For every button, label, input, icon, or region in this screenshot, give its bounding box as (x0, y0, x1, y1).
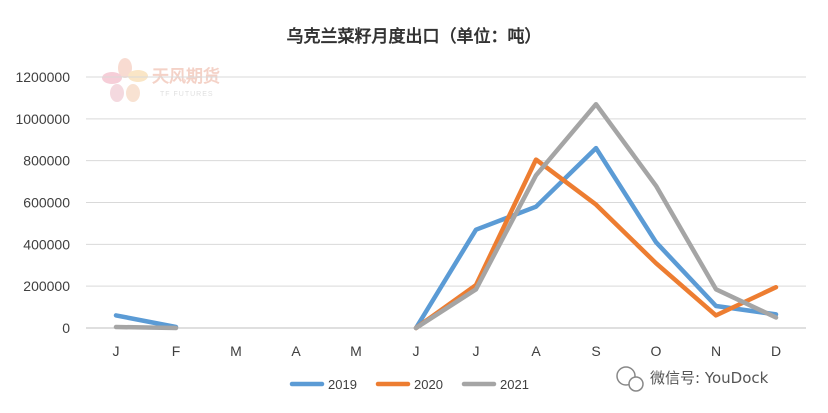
x-tick-label: D (771, 343, 781, 359)
legend-label: 2019 (328, 377, 357, 392)
legend-label: 2021 (500, 377, 529, 392)
x-tick-label: A (291, 343, 301, 359)
x-tick-label: N (711, 343, 721, 359)
x-tick-label: M (350, 343, 362, 359)
chart-title: 乌克兰菜籽月度出口（单位：吨） (287, 26, 542, 47)
x-tick-label: O (651, 343, 662, 359)
wechat-label: 微信号: YouDock (650, 369, 769, 387)
x-tick-label: J (473, 343, 480, 359)
series-line-2021 (113, 101, 779, 331)
x-tick-label: J (113, 343, 120, 359)
flower-icon (102, 58, 148, 102)
y-tick-label: 400000 (23, 236, 70, 252)
y-tick-label: 0 (62, 320, 70, 336)
y-tick-label: 600000 (23, 195, 70, 211)
series-line-2019 (113, 145, 779, 331)
series-lines (113, 101, 779, 331)
wechat-badge: 微信号: YouDock (616, 366, 769, 392)
legend: 2019 2020 2021 (289, 377, 529, 392)
x-tick-label: M (230, 343, 242, 359)
y-tick-label: 1200000 (15, 69, 70, 85)
y-tick-label: 200000 (23, 278, 70, 294)
x-tick-label: F (172, 343, 181, 359)
y-tick-label: 800000 (23, 153, 70, 169)
gridlines (86, 76, 806, 329)
legend-label: 2020 (414, 377, 443, 392)
y-axis-ticks: 0 200000 400000 600000 800000 1000000 1200000 (15, 69, 70, 336)
x-tick-label: A (531, 343, 541, 359)
x-tick-label: S (591, 343, 600, 359)
x-tick-label: J (413, 343, 420, 359)
watermark-logo: 天风期货 TF FUTURES (102, 58, 220, 102)
watermark-sub: TF FUTURES (160, 91, 214, 98)
wechat-icon (616, 366, 644, 392)
y-tick-label: 1000000 (15, 111, 70, 127)
